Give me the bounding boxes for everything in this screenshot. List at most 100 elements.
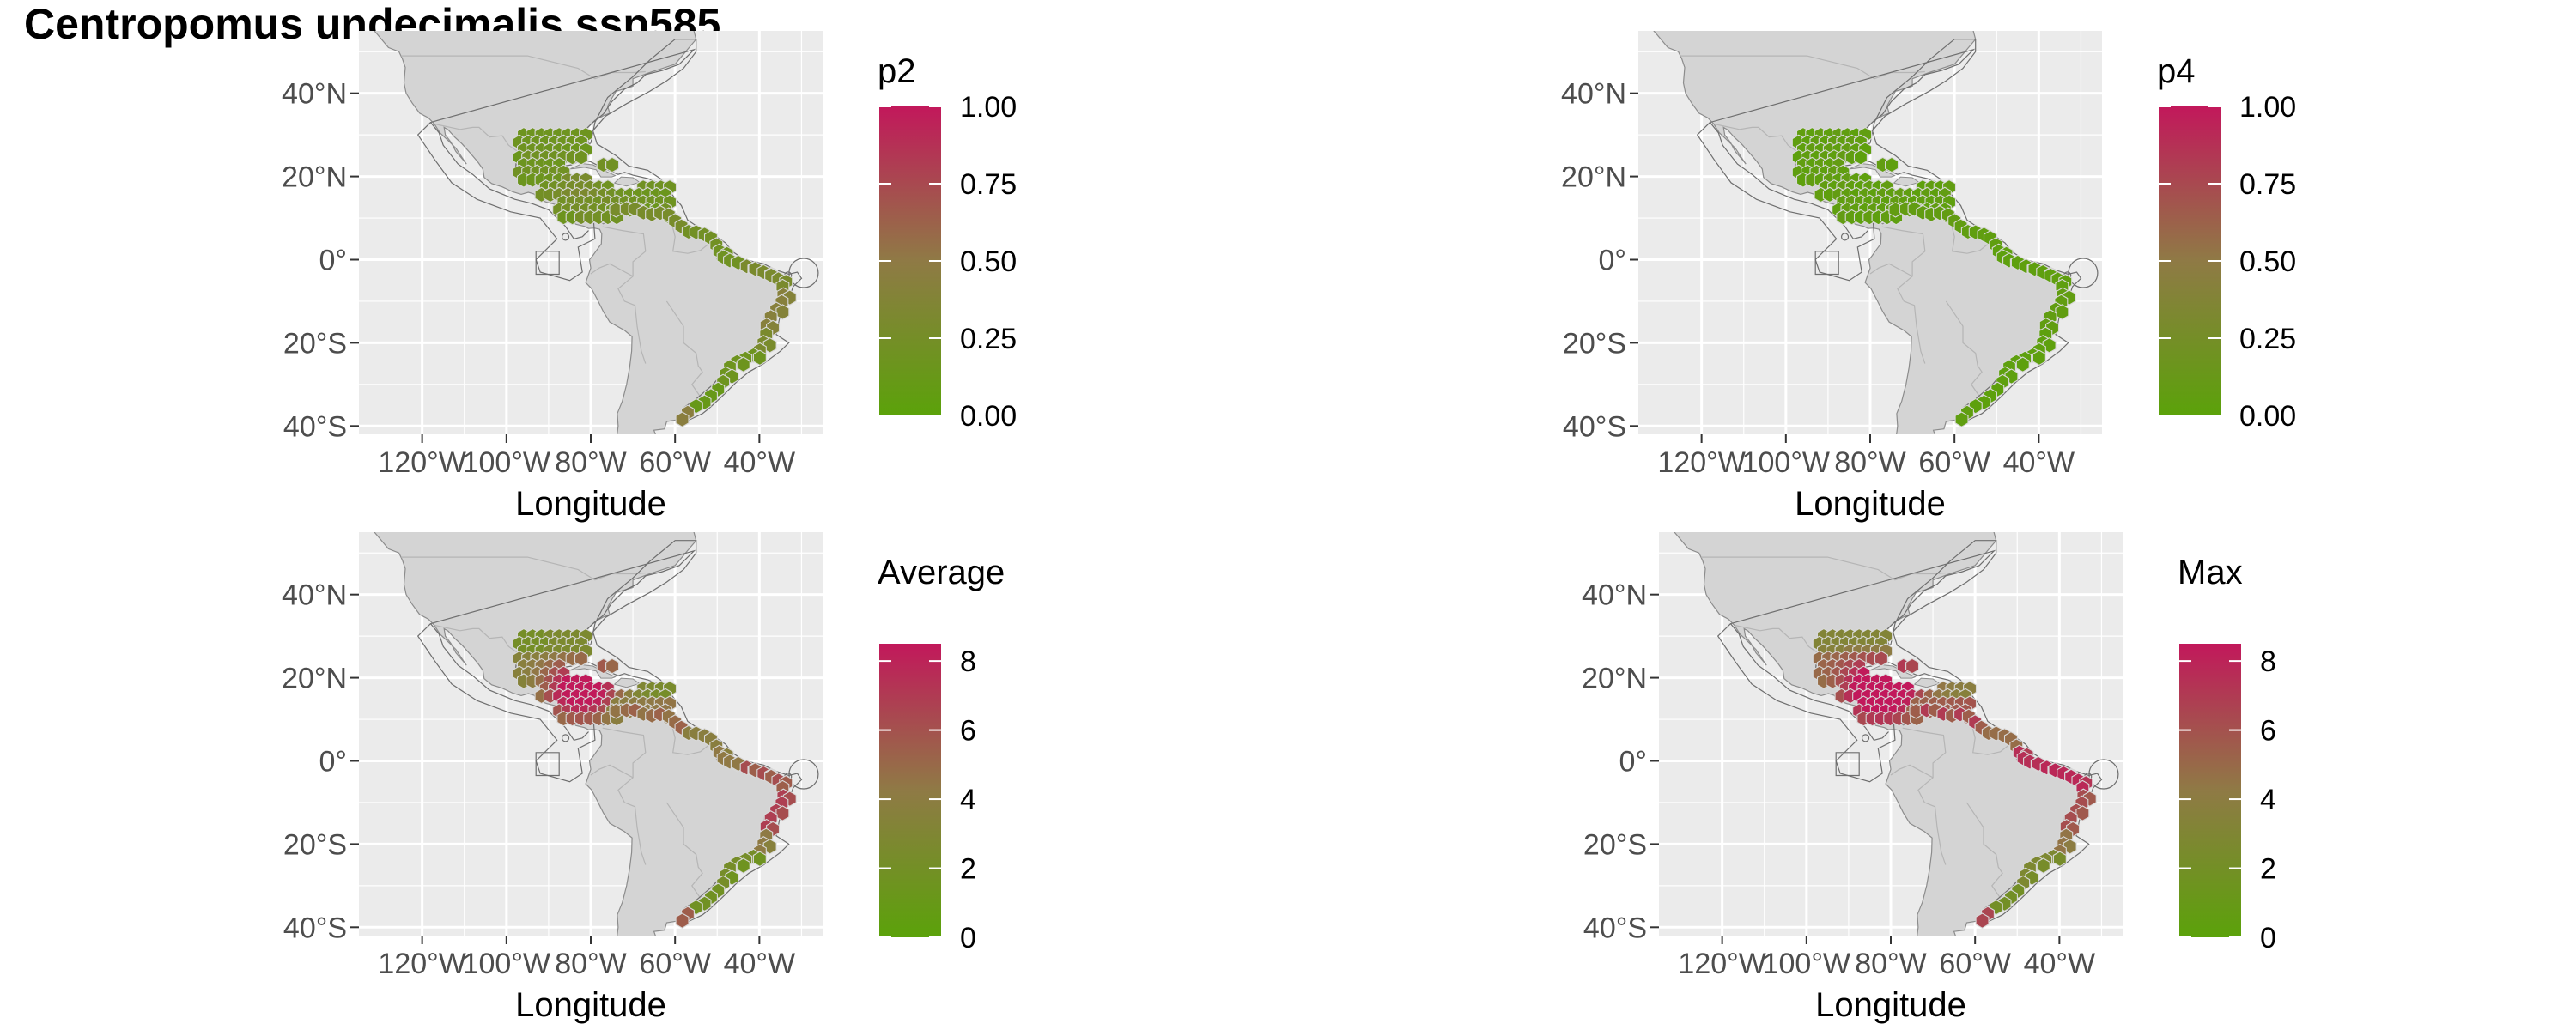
country-border bbox=[401, 556, 646, 581]
hex-cell bbox=[2055, 304, 2069, 320]
x-tick-label: 60°W bbox=[1939, 948, 2011, 980]
legend-tick-label: 0.50 bbox=[2239, 245, 2296, 278]
y-tick-label: 20°N bbox=[1582, 663, 1647, 695]
legend-tick-label: 8 bbox=[2260, 645, 2276, 678]
legend-tick-label: 6 bbox=[2260, 715, 2276, 748]
eez-outline-galapagos bbox=[535, 752, 560, 777]
eez-outline-atoll bbox=[2068, 258, 2099, 288]
hex-cell bbox=[752, 851, 767, 868]
eez-outline-island bbox=[1861, 734, 1870, 742]
x-tick-label: 80°W bbox=[1855, 948, 1927, 980]
hex-cell bbox=[574, 149, 588, 166]
map-geography bbox=[374, 532, 819, 936]
country-border bbox=[401, 55, 646, 80]
x-tick-label: 40°W bbox=[2024, 948, 2096, 980]
legend-tick-label: 2 bbox=[960, 853, 976, 886]
y-tick-label: 0° bbox=[1598, 244, 1626, 276]
hex-cell bbox=[1885, 156, 1899, 173]
y-tick-label: 0° bbox=[319, 745, 347, 778]
map-geography bbox=[1653, 31, 2099, 434]
legend-tick-label: 0.75 bbox=[2239, 168, 2296, 201]
x-tick-label: 80°W bbox=[555, 446, 627, 479]
country-border bbox=[1970, 721, 2012, 755]
eez-outline-atoll bbox=[788, 759, 819, 790]
x-tick-label: 80°W bbox=[1834, 446, 1906, 479]
legend-title: p2 bbox=[878, 52, 916, 90]
y-tick-label: 40°N bbox=[1561, 78, 1626, 111]
y-tick-label: 20°S bbox=[1563, 327, 1626, 360]
x-axis-title: Longitude bbox=[515, 485, 666, 523]
y-tick-label: 20°S bbox=[283, 828, 347, 861]
eez-outline-galapagos bbox=[1814, 251, 1839, 276]
hex-cell bbox=[574, 651, 588, 667]
landmass-island bbox=[1913, 677, 1941, 688]
country-border bbox=[1890, 764, 1934, 779]
legend-tick-label: 1.00 bbox=[2239, 91, 2296, 124]
eez-outline-island bbox=[561, 233, 570, 241]
hex-cell bbox=[775, 304, 790, 320]
legend-tick-label: 4 bbox=[960, 784, 976, 816]
hex-cell bbox=[1905, 657, 1920, 675]
eez-outline-pacific bbox=[1710, 122, 1868, 239]
legend-tick-label: 1.00 bbox=[960, 91, 1017, 124]
hex-cell bbox=[1853, 149, 1868, 166]
country-border bbox=[602, 727, 647, 865]
x-axis-title: Longitude bbox=[1795, 485, 1946, 523]
x-tick-label: 80°W bbox=[555, 948, 627, 980]
hex-cell bbox=[752, 349, 767, 367]
hex-cell bbox=[1954, 411, 1969, 427]
legend-tick-label: 4 bbox=[2260, 784, 2276, 816]
hex-cell bbox=[2032, 349, 2046, 367]
y-tick-label: 40°N bbox=[282, 579, 347, 612]
country-border bbox=[602, 226, 647, 364]
map-geography bbox=[374, 31, 819, 434]
legend-colorbar bbox=[879, 644, 941, 937]
legend-tick-label: 0.00 bbox=[2239, 400, 2296, 433]
country-border bbox=[1965, 802, 2003, 902]
legend-colorbar bbox=[2179, 644, 2241, 937]
legend-tick-label: 0.00 bbox=[960, 400, 1017, 433]
y-tick-label: 40°S bbox=[1583, 912, 1647, 944]
hex-cell bbox=[1975, 912, 1990, 929]
x-tick-label: 40°W bbox=[2003, 446, 2075, 479]
hex-cell bbox=[762, 337, 777, 354]
y-tick-label: 40°N bbox=[282, 78, 347, 111]
x-tick-label: 60°W bbox=[639, 446, 711, 479]
landmass-island bbox=[569, 664, 617, 679]
y-tick-label: 40°S bbox=[283, 912, 347, 944]
landmass-island bbox=[1893, 176, 1921, 187]
country-border bbox=[1735, 624, 1819, 654]
y-tick-label: 40°S bbox=[1563, 410, 1626, 443]
country-border bbox=[670, 721, 712, 755]
hex-cell bbox=[762, 839, 777, 855]
y-tick-label: 20°S bbox=[1583, 828, 1647, 861]
landmass-island bbox=[1869, 664, 1917, 679]
eez-outline-pacific bbox=[430, 122, 589, 239]
legend-tick-label: 0.50 bbox=[960, 245, 1017, 278]
y-tick-label: 0° bbox=[319, 244, 347, 276]
x-axis-title: Longitude bbox=[1815, 986, 1966, 1024]
y-tick-label: 0° bbox=[1619, 745, 1647, 778]
legend-title: Average bbox=[878, 554, 1005, 591]
y-tick-label: 40°N bbox=[1582, 579, 1647, 612]
eez-outline-pacific bbox=[1730, 623, 1889, 741]
x-tick-label: 100°W bbox=[1742, 446, 1830, 479]
eez-outline-galapagos bbox=[535, 251, 560, 276]
eez-outline-atoll bbox=[2088, 759, 2119, 790]
country-border bbox=[1881, 226, 1926, 364]
hex-cell bbox=[675, 411, 690, 427]
hex-cell bbox=[605, 156, 620, 173]
x-tick-label: 120°W bbox=[378, 446, 465, 479]
country-border bbox=[1680, 55, 1925, 80]
legend-tick-label: 0.75 bbox=[960, 168, 1017, 201]
hex-cell bbox=[2063, 839, 2077, 855]
country-border bbox=[1714, 123, 1798, 153]
country-border bbox=[1701, 556, 1946, 581]
y-tick-label: 20°N bbox=[282, 161, 347, 194]
legend-tick-label: 0 bbox=[960, 922, 976, 954]
y-tick-label: 20°N bbox=[1561, 161, 1626, 194]
landmass-island bbox=[569, 163, 617, 178]
